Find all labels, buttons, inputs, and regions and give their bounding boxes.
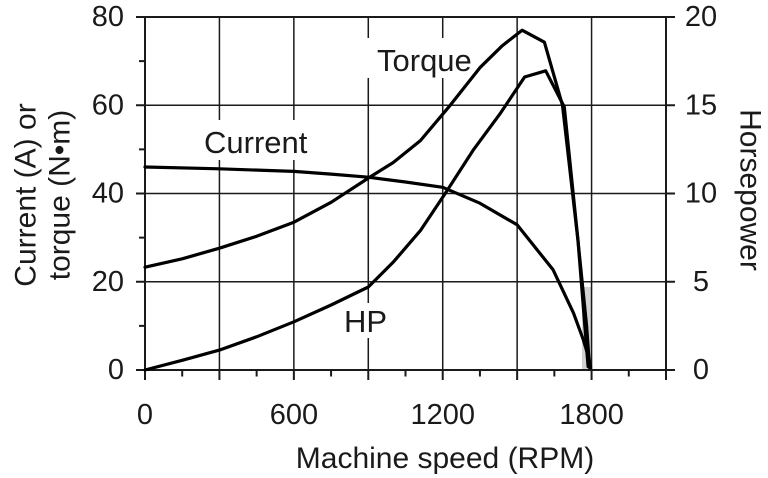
plot-border xyxy=(144,16,667,371)
right-tick-20: 20 xyxy=(685,1,717,33)
grid-and-ticks xyxy=(136,16,675,380)
x-tick-1800: 1800 xyxy=(559,399,624,431)
current-label-mask xyxy=(199,120,313,160)
right-axis-title: Horsepower xyxy=(734,109,767,271)
left-tick-80: 80 xyxy=(92,1,124,33)
hp-curve-label: HP xyxy=(344,304,387,339)
x-tick-0: 0 xyxy=(137,399,153,431)
current-curve-label: Current xyxy=(204,125,308,160)
current-curve xyxy=(143,165,593,370)
x-tick-1200: 1200 xyxy=(410,399,475,431)
left-tick-0: 0 xyxy=(108,354,124,386)
x-tick-600: 600 xyxy=(270,399,318,431)
torque-curve-label: Torque xyxy=(377,43,472,78)
right-tick-0: 0 xyxy=(693,354,709,386)
left-axis-title-line2: torque (N•m) xyxy=(44,110,77,281)
hp-curve xyxy=(143,69,590,372)
torque-label-mask xyxy=(365,38,478,78)
hp-label-mask xyxy=(339,303,393,338)
left-tick-20: 20 xyxy=(92,266,124,298)
right-tick-15: 15 xyxy=(685,89,717,121)
left-tick-40: 40 xyxy=(92,178,124,210)
right-tick-10: 10 xyxy=(685,178,717,210)
x-axis-title: Machine speed (RPM) xyxy=(296,442,594,475)
left-axis-title-line1: Current (A) or xyxy=(10,103,43,286)
right-tick-5: 5 xyxy=(693,266,709,298)
left-tick-60: 60 xyxy=(92,89,124,121)
